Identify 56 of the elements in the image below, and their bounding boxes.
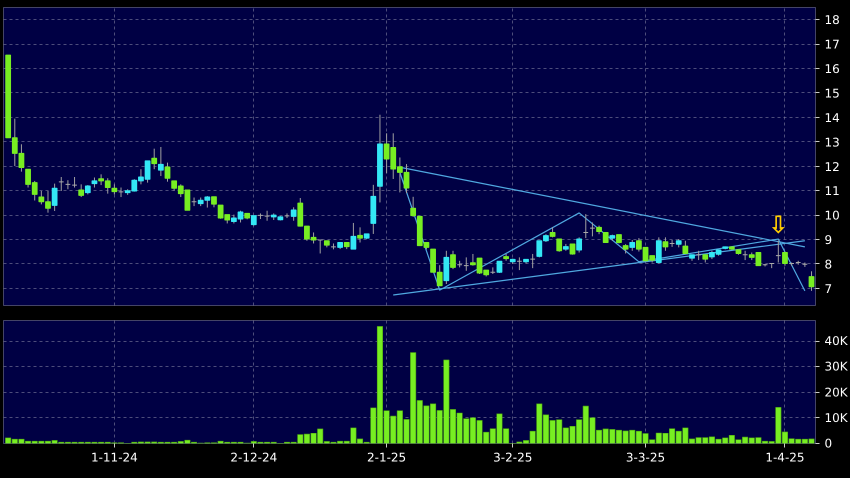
x-tick-label: 2-1-25 <box>366 450 406 464</box>
candlestick <box>164 162 170 182</box>
y-tick-label: 30K <box>824 360 849 374</box>
candlestick <box>158 146 164 177</box>
candlestick <box>118 187 124 198</box>
candlestick <box>808 270 814 292</box>
candlestick <box>516 256 522 271</box>
candlestick <box>775 240 782 264</box>
candlestick <box>443 250 450 285</box>
candlestick <box>590 222 596 237</box>
candlestick <box>602 232 609 243</box>
candlestick <box>629 240 636 252</box>
candlestick <box>350 222 356 250</box>
y-tick-label: 12 <box>824 160 840 174</box>
candlestick <box>84 184 91 195</box>
candlestick <box>622 244 629 254</box>
x-tick-label: 1-11-24 <box>90 450 138 464</box>
candlestick <box>211 196 217 208</box>
candlestick <box>92 177 98 188</box>
candlestick <box>556 238 562 252</box>
x-tick-label: 3-2-25 <box>493 450 532 464</box>
candlestick <box>742 250 748 261</box>
candlestick <box>52 183 58 212</box>
candlestick <box>550 226 556 238</box>
y-tick-label: 15 <box>824 86 840 100</box>
y-tick-label: 18 <box>824 13 840 28</box>
x-tick-label: 1-4-25 <box>765 450 805 464</box>
y-tick-label: 8 <box>824 257 832 272</box>
y-tick-label: 0 <box>824 436 832 450</box>
data-label: ⇩ <box>768 211 788 240</box>
candlestick <box>696 250 702 261</box>
y-tick-label: 9 <box>824 233 832 248</box>
y-tick-label: 14 <box>824 110 840 125</box>
y-tick-label: 7 <box>824 282 832 296</box>
candlestick <box>151 148 158 170</box>
candlestick <box>576 236 582 253</box>
candlestick <box>58 176 64 192</box>
y-tick-label: 10K <box>824 410 849 425</box>
candlestick <box>357 226 363 243</box>
y-tick-label: 16 <box>824 62 840 76</box>
candlestick <box>410 196 416 218</box>
y-tick-label: 17 <box>824 38 840 52</box>
y-tick-label: 11 <box>824 184 840 198</box>
y-tick-label: 20K <box>824 385 849 400</box>
candlestick <box>463 256 470 272</box>
candlestick <box>317 239 324 254</box>
x-tick-label: 2-12-24 <box>230 450 278 464</box>
y-tick-label: 10 <box>824 208 840 223</box>
x-tick-label: 3-3-25 <box>626 450 666 464</box>
candlestick <box>78 184 84 198</box>
candlestick <box>656 236 662 264</box>
candlestick <box>582 214 589 239</box>
candlestick <box>530 253 536 269</box>
y-tick-label: 40K <box>824 334 849 348</box>
y-tick-label: 13 <box>824 135 840 150</box>
candlestick <box>682 240 688 255</box>
